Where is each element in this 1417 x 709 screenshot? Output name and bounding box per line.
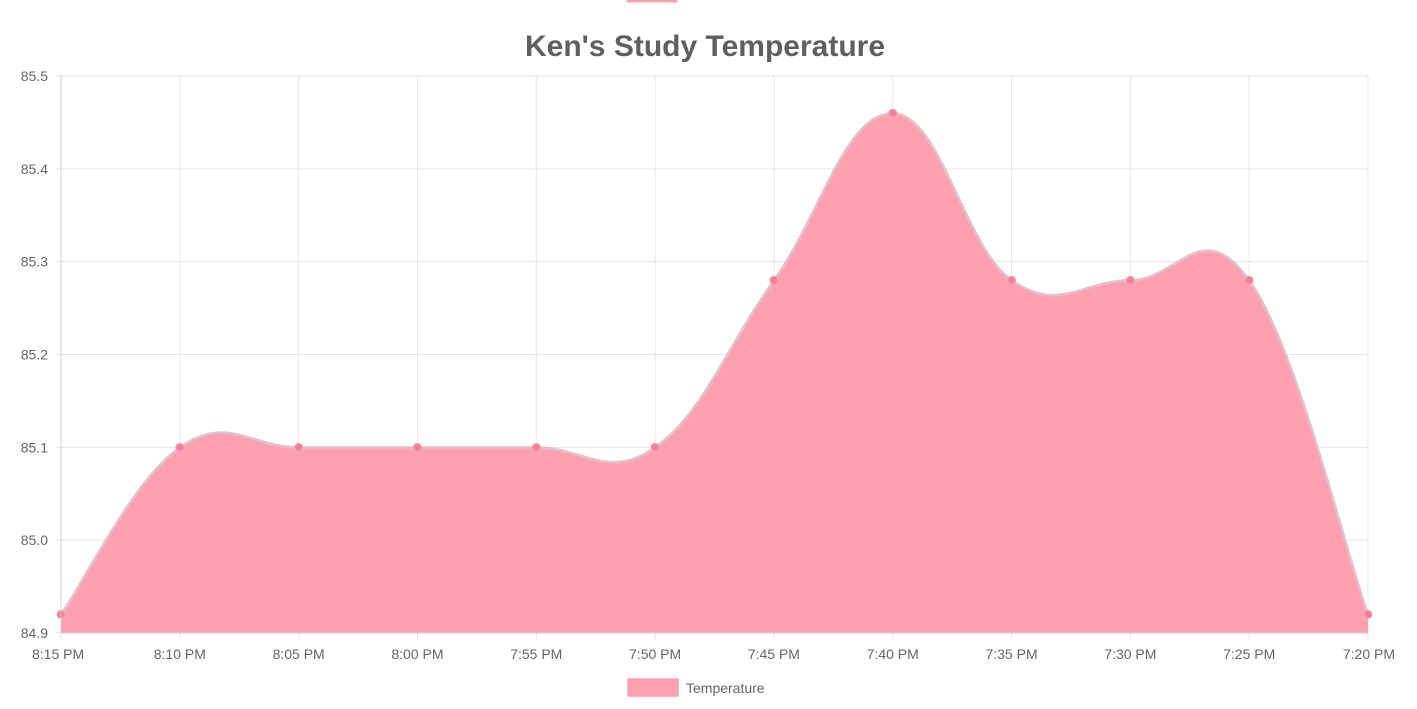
legend-bottom[interactable]: Temperature bbox=[627, 678, 765, 697]
legend-swatch bbox=[627, 678, 679, 697]
x-tick-label: 7:20 PM bbox=[1343, 646, 1395, 662]
data-point-7-20-pm[interactable] bbox=[1363, 609, 1373, 619]
legend-top-swatch bbox=[626, 0, 678, 3]
series-area bbox=[59, 111, 1370, 634]
x-tick-label: 7:35 PM bbox=[985, 646, 1037, 662]
y-tick-label: 85.1 bbox=[21, 439, 48, 455]
data-point-7-25-pm[interactable] bbox=[1244, 275, 1254, 285]
data-point-8-00-pm[interactable] bbox=[412, 442, 422, 452]
x-tick-label: 7:50 PM bbox=[629, 646, 681, 662]
y-tick-label: 84.9 bbox=[21, 625, 48, 641]
x-tick-label: 7:55 PM bbox=[510, 646, 562, 662]
legend-top[interactable] bbox=[626, 0, 678, 3]
data-point-7-55-pm[interactable] bbox=[531, 442, 541, 452]
data-point-8-10-pm[interactable] bbox=[175, 442, 185, 452]
x-tick-label: 8:00 PM bbox=[391, 646, 443, 662]
y-tick-label: 85.0 bbox=[21, 532, 48, 548]
data-point-7-50-pm[interactable] bbox=[650, 442, 660, 452]
y-tick-label: 85.2 bbox=[21, 347, 48, 363]
x-tick-label: 8:15 PM bbox=[32, 646, 84, 662]
y-axis: 85.5 85.4 85.3 85.2 85.1 85.0 84.9 bbox=[21, 68, 62, 641]
chart-title: Ken's Study Temperature bbox=[525, 30, 885, 63]
x-tick-label: 7:40 PM bbox=[867, 646, 919, 662]
x-tick-label: 7:30 PM bbox=[1104, 646, 1156, 662]
data-point-7-35-pm[interactable] bbox=[1007, 275, 1017, 285]
y-tick-label: 85.3 bbox=[21, 254, 48, 270]
legend-label: Temperature bbox=[686, 680, 765, 696]
y-tick-label: 85.4 bbox=[21, 161, 48, 177]
data-point-7-40-pm[interactable] bbox=[888, 108, 898, 118]
data-point-8-05-pm[interactable] bbox=[294, 442, 304, 452]
x-tick-label: 7:45 PM bbox=[748, 646, 800, 662]
x-axis: 8:15 PM 8:10 PM 8:05 PM 8:00 PM 7:55 PM 7:50 … bbox=[32, 632, 1395, 662]
x-tick-label: 8:05 PM bbox=[273, 646, 325, 662]
y-tick-label: 85.5 bbox=[21, 68, 48, 84]
x-tick-label: 7:25 PM bbox=[1223, 646, 1275, 662]
data-point-7-45-pm[interactable] bbox=[769, 275, 779, 285]
data-point-7-30-pm[interactable] bbox=[1125, 275, 1135, 285]
series-area-fill bbox=[61, 113, 1368, 634]
x-tick-label: 8:10 PM bbox=[154, 646, 206, 662]
